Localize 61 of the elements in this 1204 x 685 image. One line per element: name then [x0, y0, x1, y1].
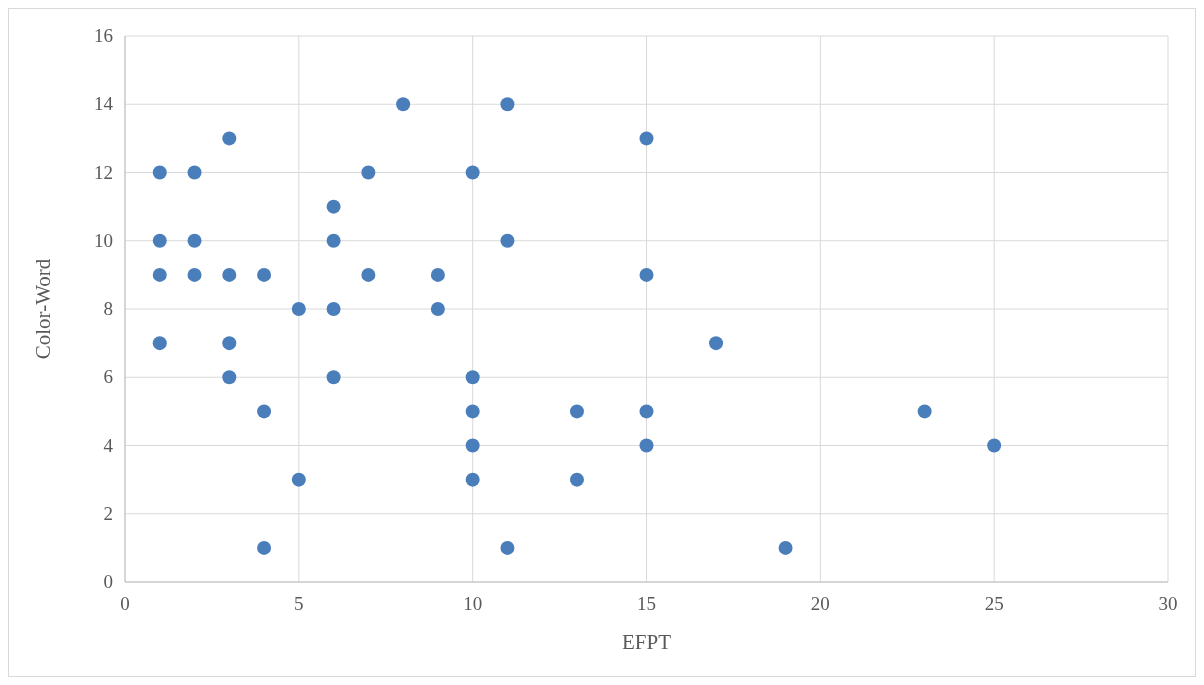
point — [187, 165, 202, 180]
point — [500, 540, 515, 555]
point — [987, 438, 1002, 453]
point — [709, 336, 724, 351]
x-axis-title: EFPT — [621, 630, 672, 654]
point — [430, 267, 445, 282]
y-tick-label: 16 — [94, 25, 113, 46]
y-tick-label: 12 — [94, 161, 113, 183]
x-tick-label: 10 — [463, 593, 483, 614]
point — [569, 404, 584, 419]
point — [639, 404, 654, 419]
point — [222, 336, 237, 351]
y-tick-label: 6 — [103, 366, 113, 388]
point — [326, 199, 341, 214]
point — [222, 267, 237, 282]
point — [291, 472, 306, 487]
point — [361, 267, 376, 282]
point — [152, 336, 167, 351]
point — [361, 165, 376, 180]
point — [152, 233, 167, 248]
point — [187, 267, 202, 282]
point — [500, 97, 515, 112]
y-tick-label: 4 — [103, 434, 114, 456]
point — [465, 472, 480, 487]
x-tick-label: 30 — [1158, 593, 1178, 614]
point — [152, 165, 167, 180]
point — [187, 233, 202, 248]
x-tick-label: 0 — [120, 593, 130, 614]
point — [778, 540, 793, 555]
point — [291, 302, 306, 316]
point — [465, 438, 480, 453]
point — [639, 131, 654, 146]
point — [465, 165, 480, 180]
y-axis-title: Color-Word — [31, 258, 55, 360]
point — [257, 267, 272, 282]
x-tick-label: 15 — [637, 593, 656, 614]
x-tick-label: 25 — [984, 593, 1004, 614]
point — [152, 267, 167, 282]
point — [465, 404, 480, 419]
point — [396, 97, 411, 112]
point — [430, 302, 445, 316]
x-tick-label: 20 — [810, 593, 830, 614]
point — [326, 302, 341, 316]
point — [222, 131, 237, 146]
y-tick-label: 2 — [103, 502, 113, 524]
point — [257, 404, 272, 419]
point — [639, 438, 654, 453]
y-tick-label: 10 — [94, 229, 113, 251]
point — [326, 370, 341, 385]
point — [326, 233, 341, 248]
x-tick-label: 5 — [294, 593, 304, 614]
point — [917, 404, 932, 419]
point — [569, 472, 584, 487]
point — [465, 370, 480, 385]
y-tick-label: 14 — [94, 93, 114, 115]
point — [639, 267, 654, 282]
point — [500, 233, 515, 248]
point — [257, 540, 272, 555]
y-tick-label: 8 — [103, 298, 113, 319]
y-tick-label: 0 — [103, 571, 113, 592]
point — [222, 370, 237, 385]
